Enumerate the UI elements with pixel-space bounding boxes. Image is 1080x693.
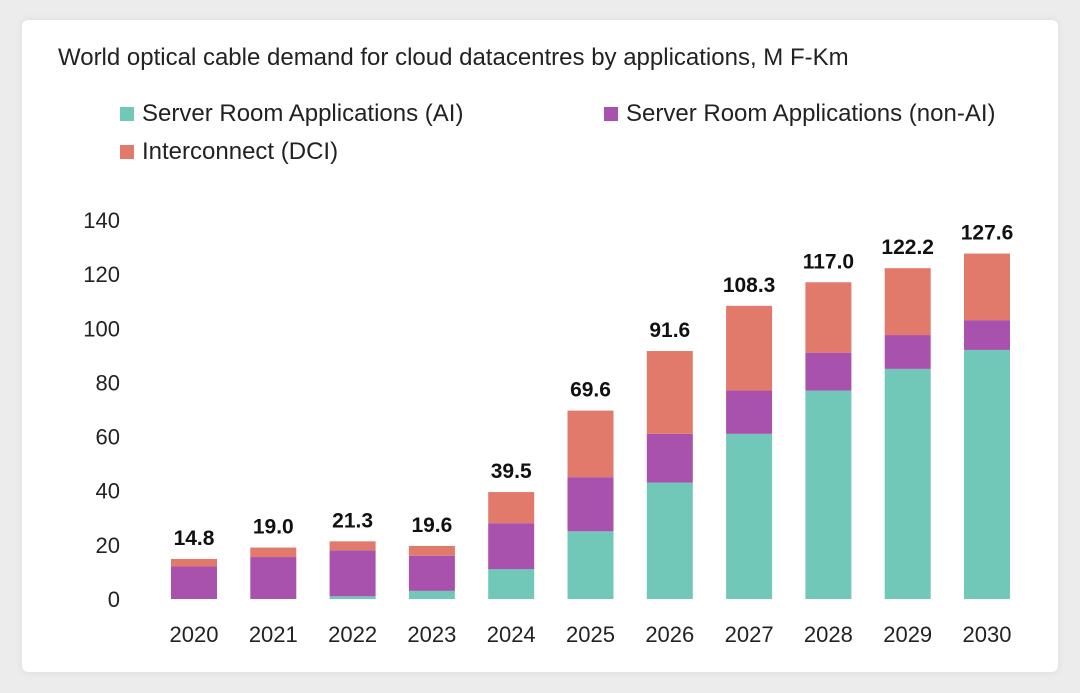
legend-label-non-ai: Server Room Applications (non-AI) — [626, 100, 996, 127]
x-tick-label-2022: 2022 — [328, 622, 377, 647]
legend-swatch-non-ai — [604, 107, 618, 121]
x-tick-label-2023: 2023 — [407, 622, 456, 647]
y-tick-label: 120 — [83, 262, 120, 287]
data-label-total-2023: 19.6 — [411, 514, 452, 537]
bar-ai-2022 — [329, 596, 376, 599]
bar-dci-2022 — [329, 541, 376, 551]
bar-dci-2026 — [646, 351, 693, 434]
chart-card: World optical cable demand for cloud dat… — [22, 20, 1058, 672]
bar-non-ai-2023 — [408, 555, 455, 591]
y-tick-label: 80 — [96, 370, 120, 395]
data-label-total-2027: 108.3 — [723, 274, 776, 297]
y-tick-label: 40 — [96, 479, 120, 504]
bar-non-ai-2022 — [329, 550, 376, 597]
bar-dci-2021 — [250, 547, 297, 558]
bar-non-ai-2030 — [964, 320, 1010, 350]
bar-non-ai-2026 — [646, 433, 693, 483]
x-tick-label-2020: 2020 — [170, 622, 219, 647]
data-label-total-2024: 39.5 — [491, 460, 532, 483]
x-tick-label-2030: 2030 — [963, 622, 1012, 647]
y-tick-label: 100 — [83, 316, 120, 341]
bar-ai-2028 — [805, 390, 852, 599]
x-tick-label-2027: 2027 — [725, 622, 774, 647]
bar-non-ai-2028 — [805, 352, 852, 391]
bar-non-ai-2020 — [171, 566, 217, 599]
bar-non-ai-2027 — [726, 390, 773, 434]
data-label-total-2026: 91.6 — [649, 319, 690, 342]
x-tick-label-2024: 2024 — [487, 622, 536, 647]
legend-label-dci: Interconnect (DCI) — [142, 138, 339, 165]
bar-dci-2030 — [964, 253, 1010, 321]
data-label-total-2029: 122.2 — [881, 236, 934, 259]
bar-dci-2025 — [567, 410, 614, 478]
bar-ai-2029 — [884, 368, 931, 599]
y-tick-label: 140 — [83, 208, 120, 233]
legend-item-non-ai: Server Room Applications (non-AI) — [604, 100, 996, 128]
stacked-bar-chart: 0 20 40 60 80 100 120 140 14.8 2020 19.0 2021 21.3 20… — [83, 208, 1014, 647]
x-tick-label-2026: 2026 — [645, 622, 694, 647]
legend-item-dci: Interconnect (DCI) — [120, 138, 338, 166]
bar-non-ai-2029 — [884, 335, 931, 369]
x-tick-label-2029: 2029 — [883, 622, 932, 647]
legend-item-ai: Server Room Applications (AI) — [120, 100, 463, 128]
bar-dci-2027 — [726, 305, 773, 391]
x-tick-label-2028: 2028 — [804, 622, 853, 647]
bar-ai-2023 — [408, 590, 455, 599]
legend-label-ai: Server Room Applications (AI) — [142, 100, 464, 127]
data-label-total-2020: 14.8 — [174, 527, 215, 550]
bar-dci-2024 — [488, 492, 535, 524]
x-tick-label-2025: 2025 — [566, 622, 615, 647]
bar-ai-2030 — [964, 349, 1010, 599]
legend-swatch-dci — [120, 145, 134, 159]
data-label-total-2021: 19.0 — [253, 516, 294, 539]
bar-ai-2026 — [646, 482, 693, 599]
data-label-total-2028: 117.0 — [803, 250, 854, 273]
bar-ai-2027 — [726, 433, 773, 599]
y-tick-label: 20 — [96, 533, 120, 558]
bar-dci-2023 — [408, 545, 455, 556]
bar-non-ai-2021 — [250, 557, 297, 599]
bar-non-ai-2025 — [567, 477, 614, 532]
chart-title: World optical cable demand for cloud dat… — [58, 44, 849, 71]
data-label-total-2030: 127.6 — [961, 222, 1014, 245]
y-tick-label: 60 — [96, 425, 120, 450]
y-tick-label: 0 — [108, 587, 120, 612]
bar-dci-2029 — [884, 268, 931, 336]
bar-dci-2020 — [171, 558, 217, 567]
legend-swatch-ai — [120, 107, 134, 121]
bar-non-ai-2024 — [488, 523, 535, 570]
bar-ai-2025 — [567, 531, 614, 599]
bar-dci-2028 — [805, 282, 852, 353]
x-tick-label-2021: 2021 — [249, 622, 298, 647]
data-label-total-2022: 21.3 — [332, 509, 373, 532]
bar-ai-2024 — [488, 569, 535, 599]
data-label-total-2025: 69.6 — [570, 379, 611, 402]
